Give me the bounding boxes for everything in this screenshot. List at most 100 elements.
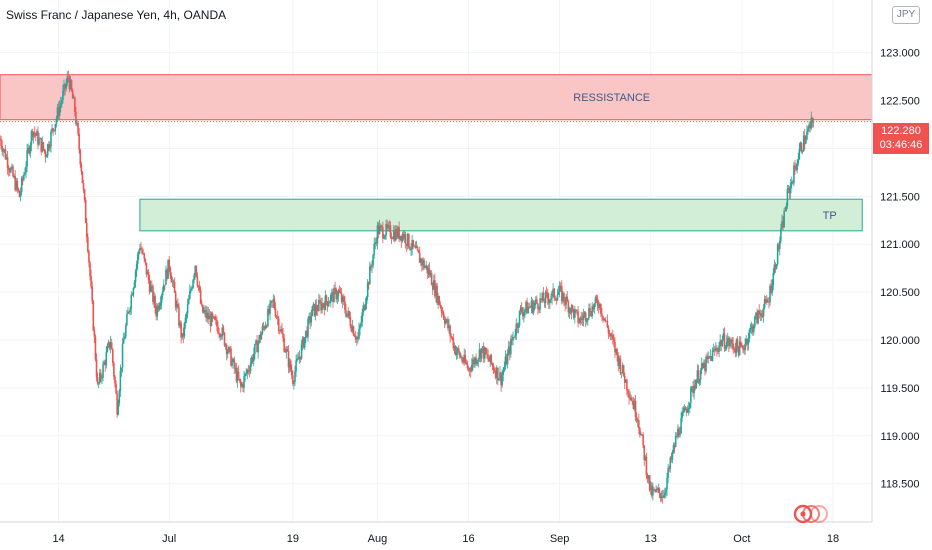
candle-body <box>566 296 569 302</box>
candle-body <box>511 339 513 341</box>
candle-body <box>118 391 121 404</box>
candle-body <box>192 280 194 288</box>
candle-body <box>465 362 468 365</box>
candle-body <box>784 210 787 212</box>
candle-body <box>1 145 3 152</box>
candle-body <box>220 336 223 338</box>
candle-body <box>609 333 612 337</box>
candle-body <box>151 285 153 287</box>
candle-body <box>797 158 800 164</box>
candle-body <box>534 299 537 303</box>
candle-body <box>54 123 57 131</box>
candle-body <box>241 383 243 387</box>
candle-body <box>280 329 282 332</box>
candle-body <box>553 288 556 299</box>
candle-body <box>692 386 694 394</box>
candle-body <box>719 340 721 346</box>
candle-body <box>707 356 710 360</box>
candle-body <box>414 245 417 249</box>
y-tick-label: 120.000 <box>880 335 920 347</box>
candle-body <box>666 478 668 490</box>
candle-body <box>191 287 193 290</box>
candle-body <box>63 84 65 91</box>
candle-body <box>744 344 746 351</box>
candle-body <box>528 306 531 308</box>
candle-body <box>486 353 488 355</box>
candle-body <box>382 226 384 239</box>
candle-body <box>281 329 283 334</box>
candle-body <box>132 288 135 296</box>
candle-body <box>795 168 797 170</box>
candle-body <box>329 294 332 302</box>
candle-body <box>767 301 769 303</box>
candle-body <box>478 349 481 359</box>
candle-body <box>4 149 7 159</box>
candle-body <box>159 302 162 306</box>
candle-body <box>365 297 368 305</box>
candle-body <box>75 111 77 124</box>
candle-body <box>712 349 715 351</box>
candle-body <box>407 233 409 246</box>
candle-body <box>523 312 525 317</box>
candle-body <box>348 311 351 318</box>
candle-body <box>647 475 650 479</box>
candle-body <box>183 323 186 337</box>
candle-body <box>64 84 66 89</box>
x-tick-label: Sep <box>550 533 570 545</box>
candle-body <box>61 100 63 104</box>
candle-body <box>361 312 364 323</box>
candle-body <box>706 356 708 360</box>
candle-body <box>469 370 472 372</box>
candle-body <box>590 314 592 317</box>
candle-body <box>480 348 483 359</box>
candle-body <box>603 318 605 320</box>
candle-body <box>475 357 477 364</box>
candle-body <box>662 495 665 498</box>
candle-body <box>56 107 59 119</box>
candle-body <box>660 496 663 499</box>
candle-body <box>532 305 535 313</box>
candle-body <box>235 367 238 382</box>
candle-body <box>499 372 501 379</box>
tradingview-logo[interactable] <box>792 503 832 525</box>
candle-body <box>608 333 611 335</box>
candle-body <box>556 294 559 301</box>
candle-body <box>296 358 298 361</box>
candle-body <box>210 313 213 326</box>
currency-badge[interactable]: JPY <box>892 6 920 24</box>
candle-body <box>466 364 469 369</box>
candle-body <box>197 285 200 288</box>
candle-body <box>334 287 336 290</box>
candle-body <box>234 367 237 369</box>
candle-body <box>524 309 526 313</box>
candle-body <box>144 258 147 263</box>
resistance-zone <box>0 74 873 121</box>
candle-body <box>364 304 367 310</box>
candle-body <box>580 317 583 319</box>
candle-body <box>811 117 814 122</box>
candle-body <box>131 294 134 296</box>
candle-body <box>231 361 233 366</box>
candle-body <box>551 291 553 299</box>
candle-body <box>254 343 256 354</box>
candle-body <box>554 298 557 300</box>
candle-body <box>725 342 728 349</box>
candle-body <box>440 306 443 312</box>
candle-body <box>36 131 38 136</box>
candle-body <box>122 338 125 344</box>
candle-body <box>418 252 421 263</box>
x-tick-label: Aug <box>368 533 388 545</box>
candle-body <box>703 362 705 369</box>
candle-body <box>207 312 210 320</box>
candle-body <box>101 377 103 379</box>
candle-body <box>275 316 278 318</box>
candle-body <box>273 298 276 309</box>
candle-body <box>399 235 402 240</box>
candle-body <box>545 292 548 294</box>
candle-body <box>756 312 758 324</box>
candle-body <box>218 333 220 335</box>
candle-body <box>293 381 295 384</box>
candle-body <box>508 346 511 355</box>
candle-body <box>785 205 788 211</box>
